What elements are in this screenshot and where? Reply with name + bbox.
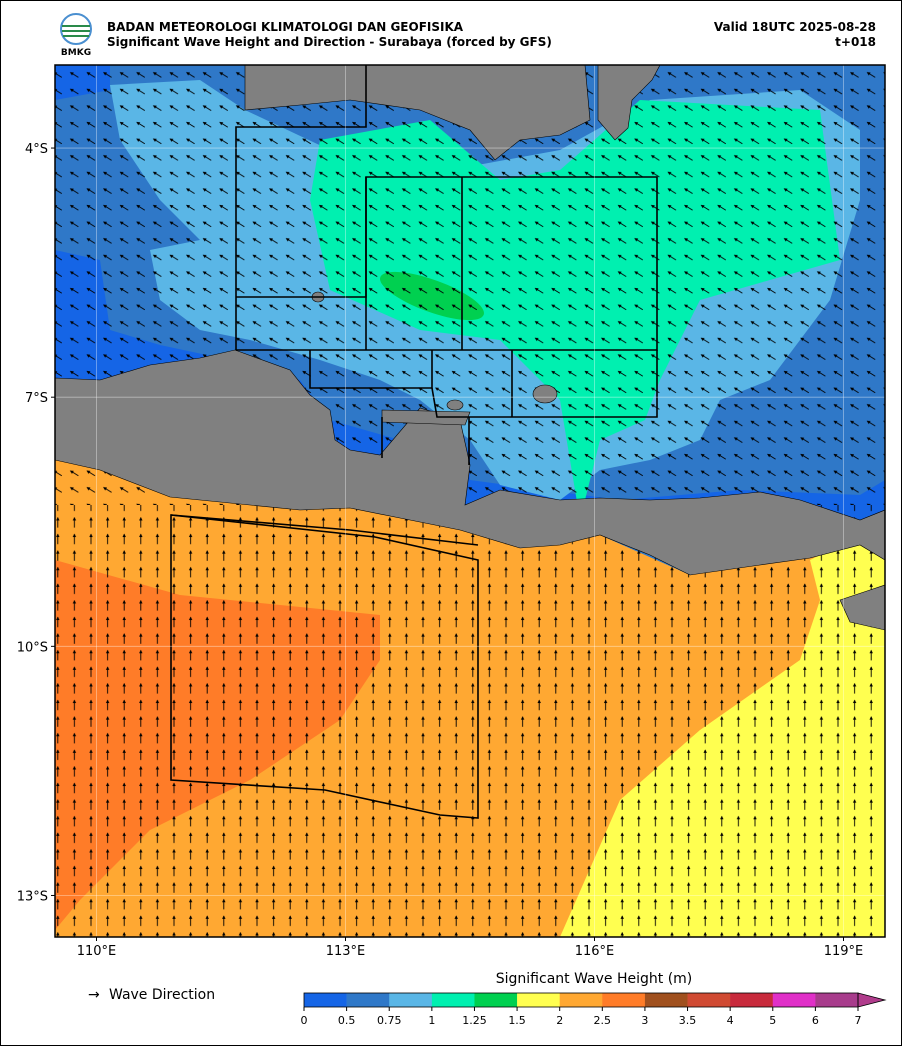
colorbar-segment [346,993,390,1007]
valid-time: Valid 18UTC 2025-08-28 [714,20,876,34]
forecast-area [170,514,479,546]
axes: 110°E 113°E 116°E 119°E 4°S 7°S 10°S 13°S [17,142,864,959]
legend-label: Wave Direction [109,987,215,1003]
colorbar-segment [772,993,816,1007]
colorbar-tick-label: 1 [428,1014,435,1027]
forecast-area [431,350,658,418]
colorbar-segment [815,993,859,1007]
y-tick-label: 10°S [17,640,48,655]
colorbar-label: Significant Wave Height (m) [496,971,693,987]
lead-time: t+018 [835,35,876,49]
y-tick-label: 13°S [17,889,48,904]
land [532,384,558,404]
colorbar-segment [474,993,518,1007]
land [55,349,885,576]
x-tick-label: 110°E [77,944,117,959]
colorbar-segment [304,993,347,1007]
colorbar: 0 0.5 0.75 1 1.25 1.5 2 2.5 3 3.5 4 5 6 7 [301,992,887,1027]
agency: BADAN METEOROLOGI KLIMATOLOGI DAN GEOFIS… [107,20,464,34]
colorbar-tick-label: 2.5 [594,1014,612,1027]
colorbar-tick-label: 3.5 [679,1014,697,1027]
land [597,65,661,141]
colorbar-segment [687,993,731,1007]
x-tick-label: 116°E [575,944,615,959]
wave-arrows [55,505,885,937]
colorbar-tick-label: 3 [641,1014,648,1027]
logo: BMKG [60,13,92,58]
colorbar-tick-label: 5 [769,1014,776,1027]
y-tick-label: 7°S [25,391,48,406]
colorbar-segment [517,993,560,1007]
grid [55,65,885,937]
colorbar-tick-label: 0 [301,1014,308,1027]
colorbar-segment [431,993,475,1007]
forecast-area [309,350,433,389]
colorbar-tick-label: 6 [812,1014,819,1027]
colorbar-segment [730,993,774,1007]
map [55,65,885,937]
map-frame [54,64,886,938]
y-tick-label: 4°S [25,142,48,157]
colorbar-segment [389,993,433,1007]
colorbar-segment [644,993,688,1007]
colorbar-tick-label: 2 [556,1014,563,1027]
colorbar-tick-label: 1.5 [508,1014,526,1027]
colorbar-segment [602,993,646,1007]
colorbar-tick-label: 1.25 [462,1014,487,1027]
land [244,65,591,161]
land [839,584,885,631]
forecast-area [236,176,658,351]
land [446,399,464,411]
colorbar-tick-label: 0.5 [338,1014,356,1027]
colorbar-tick-label: 7 [855,1014,862,1027]
legend-symbol: → [88,987,100,1003]
colorbar-tick-label: 0.75 [377,1014,402,1027]
colorbar-segment [559,993,603,1007]
title: Significant Wave Height and Direction - … [107,35,552,49]
colorbar-frame [303,992,859,1008]
colorbar-tick-label: 4 [727,1014,734,1027]
logo-text: BMKG [61,48,91,58]
x-tick-label: 119°E [824,944,864,959]
forecast-area [170,514,479,819]
forecast-area [235,65,367,350]
x-tick-label: 113°E [326,944,366,959]
